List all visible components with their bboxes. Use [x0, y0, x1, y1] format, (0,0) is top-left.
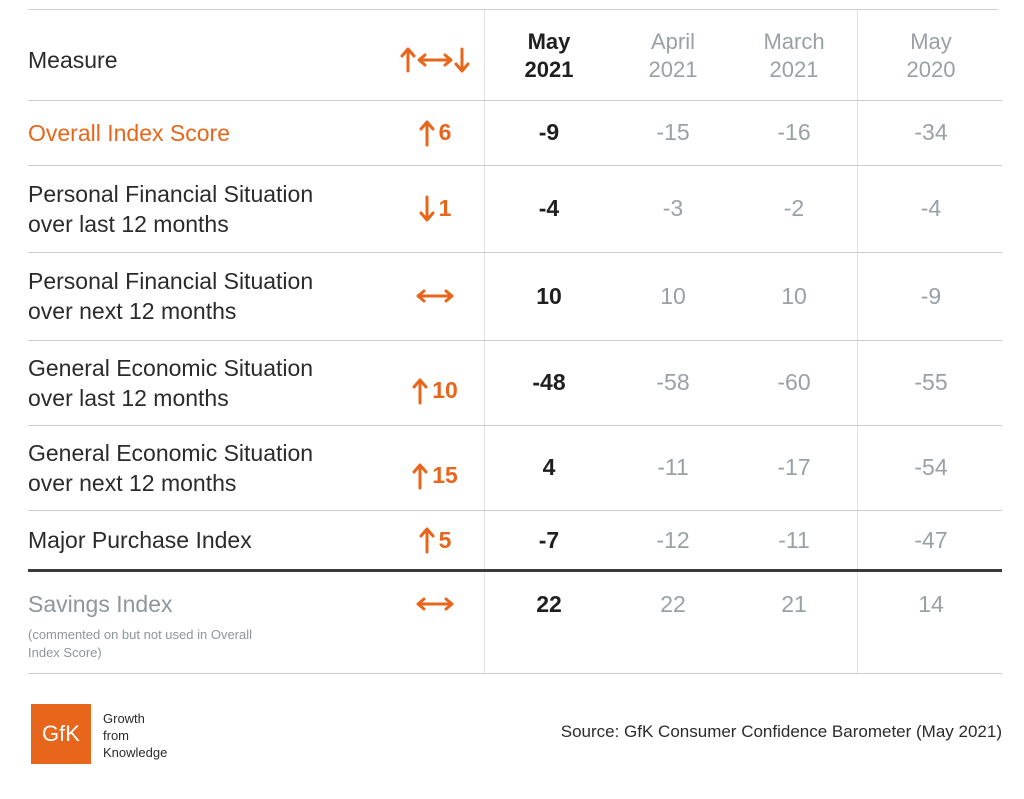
change-major-purchase-index: 5 — [390, 510, 480, 570]
change-pfs-last-12: 1 — [390, 165, 480, 252]
bottom-rule — [28, 673, 1002, 674]
header-period-april-2021: April 2021 — [648, 29, 698, 82]
up-arrow-icon — [419, 527, 435, 554]
value-pfs-next-12-may-2021: 10 — [536, 282, 562, 309]
row-divider — [28, 340, 1002, 341]
header-period-march-2021: March 2021 — [763, 29, 825, 82]
change-ges-next-12: 15 — [390, 433, 480, 518]
change-value: 10 — [432, 377, 458, 403]
value-ges-next-12-may-2021: 4 — [542, 454, 556, 480]
header-period-may-2021: May 2021 — [524, 29, 574, 82]
column-divider-1 — [484, 10, 485, 673]
header-change-icon — [390, 40, 480, 80]
value-pfs-last-12-may-2021: -4 — [538, 195, 560, 221]
value-overall-index-score-may-2021: -9 — [538, 119, 560, 145]
row-divider — [28, 425, 1002, 426]
up-left-right-down-arrows-icon — [400, 47, 470, 73]
measure-pfs-next-12: Personal Financial Situation over next 12… — [28, 268, 314, 324]
row-divider — [28, 165, 1002, 166]
change-value: 1 — [438, 195, 452, 221]
value-ges-next-12-march-2021: -17 — [777, 454, 811, 480]
column-divider-2 — [857, 10, 858, 673]
value-ges-last-12-may-2021: -48 — [532, 369, 566, 395]
value-major-purchase-index-may-2021: -7 — [538, 526, 560, 553]
value-overall-index-score-april-2021: -15 — [656, 119, 690, 145]
row-divider — [28, 510, 1002, 511]
measure-savings-index: Savings Index — [28, 591, 173, 617]
measure-pfs-last-12: Personal Financial Situation over last 12… — [28, 180, 314, 237]
value-pfs-last-12-may-2020: -4 — [920, 195, 942, 221]
change-pfs-next-12 — [390, 252, 480, 340]
value-ges-last-12-april-2021: -58 — [656, 369, 690, 395]
value-pfs-next-12-march-2021: 10 — [781, 282, 807, 309]
change-overall-index-score: 6 — [390, 100, 480, 165]
logo-tagline: Growth from Knowledge — [103, 711, 168, 760]
up-arrow-icon — [412, 378, 428, 404]
savings-index-note: (commented on but not used in Overall Ind… — [28, 627, 253, 660]
value-savings-index-april-2021: 22 — [660, 590, 686, 617]
up-arrow-icon — [412, 463, 428, 489]
row-divider — [28, 252, 1002, 253]
header-period-may-2020: May 2020 — [906, 29, 956, 82]
value-major-purchase-index-may-2020: -47 — [914, 526, 948, 553]
change-value: 15 — [432, 462, 458, 488]
source-note: Source: GfK Consumer Confidence Baromete… — [560, 722, 1002, 741]
value-pfs-next-12-may-2020: -9 — [920, 282, 942, 309]
change-value: 5 — [438, 526, 452, 553]
row-divider — [28, 569, 1002, 572]
value-savings-index-may-2020: 14 — [918, 590, 944, 617]
value-ges-last-12-march-2021: -60 — [777, 369, 811, 395]
change-savings-index — [390, 584, 480, 624]
change-ges-last-12: 10 — [390, 348, 480, 433]
value-ges-last-12-may-2020: -55 — [914, 369, 948, 395]
down-arrow-icon — [419, 195, 435, 221]
change-value: 6 — [438, 119, 452, 145]
value-pfs-last-12-april-2021: -3 — [662, 195, 684, 221]
left-right-arrow-icon — [416, 289, 454, 303]
gfk-logo: GfK — [31, 704, 91, 764]
measure-major-purchase-index: Major Purchase Index — [28, 527, 252, 553]
value-savings-index-march-2021: 21 — [781, 590, 807, 617]
value-major-purchase-index-march-2021: -11 — [778, 526, 810, 553]
value-savings-index-may-2021: 22 — [536, 590, 562, 617]
value-ges-next-12-may-2020: -54 — [914, 454, 948, 480]
row-divider — [28, 100, 1002, 101]
value-pfs-next-12-april-2021: 10 — [660, 282, 686, 309]
left-right-arrow-icon — [416, 597, 454, 611]
header-measure: Measure — [28, 47, 118, 73]
measure-ges-next-12: General Economic Situation over next 12 m… — [28, 439, 314, 496]
top-rule — [28, 9, 998, 10]
value-overall-index-score-march-2021: -16 — [777, 119, 811, 145]
measure-ges-last-12: General Economic Situation over last 12 m… — [28, 354, 314, 411]
value-ges-next-12-april-2021: -11 — [657, 454, 689, 480]
up-arrow-icon — [419, 120, 435, 146]
value-pfs-last-12-march-2021: -2 — [783, 195, 805, 221]
value-major-purchase-index-april-2021: -12 — [656, 526, 690, 553]
measure-overall-index-score: Overall Index Score — [28, 119, 230, 146]
value-overall-index-score-may-2020: -34 — [914, 119, 948, 145]
